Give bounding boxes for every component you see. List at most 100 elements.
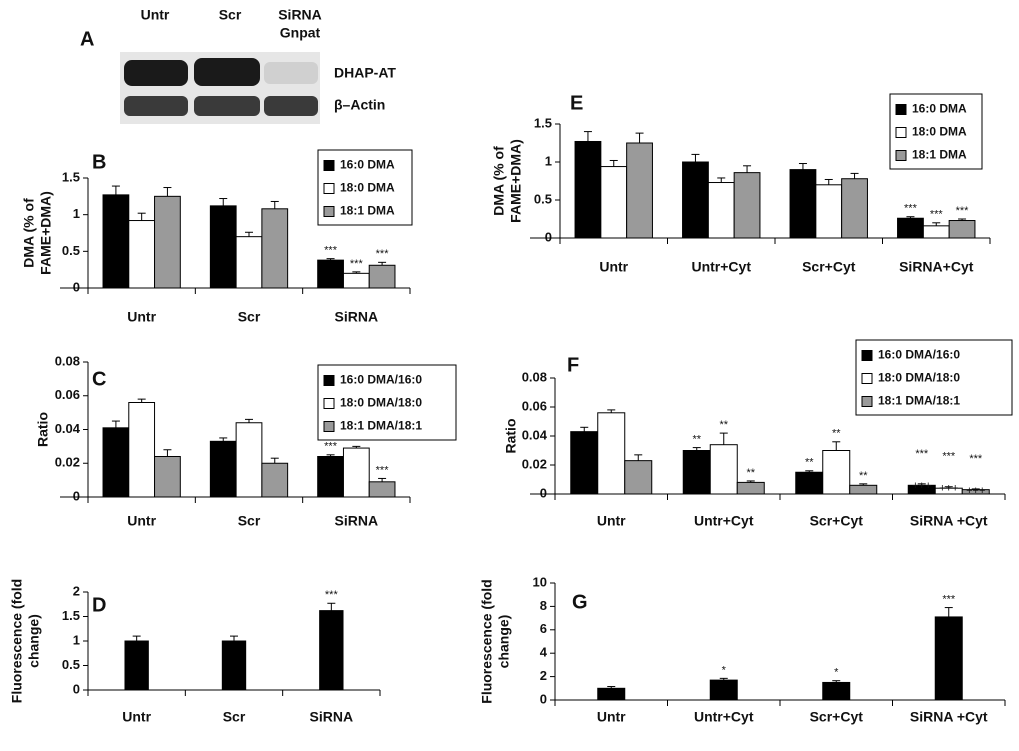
legend-swatch — [323, 160, 335, 171]
x-tick-label: SiRNA+Cyt — [899, 259, 974, 275]
bar — [342, 447, 370, 498]
y-tick-label: 0.06 — [522, 398, 547, 413]
y-tick-label: 8 — [540, 598, 547, 613]
y-tick-label: 0 — [540, 485, 547, 500]
x-tick-label: Scr — [238, 309, 261, 325]
x-tick-label: Untr — [127, 309, 156, 325]
x-tick-label: Scr — [238, 513, 261, 529]
bar — [948, 220, 976, 239]
bar — [368, 264, 396, 289]
y-axis-label: FAME+DMA) — [38, 191, 54, 275]
significance-label: *** — [324, 245, 338, 257]
legend-box — [317, 364, 457, 441]
y-axis-label: change) — [26, 614, 42, 668]
significance-label: ** — [832, 428, 841, 440]
y-tick-label: 0 — [73, 279, 80, 294]
lane-label: Gnpat — [280, 25, 321, 41]
significance-label: *** — [915, 448, 929, 460]
legend-swatch — [861, 350, 873, 361]
x-tick-label: SiRNA +Cyt — [910, 709, 988, 725]
bar — [574, 140, 602, 239]
significance-label: *** — [324, 441, 338, 453]
legend-label: 16:0 DMA — [912, 102, 967, 116]
x-tick-label: SiRNA — [335, 309, 379, 325]
y-tick-label: 0.5 — [62, 243, 80, 258]
significance-label: +++ — [966, 485, 985, 497]
bar — [235, 236, 263, 289]
legend-swatch — [895, 150, 907, 161]
significance-label: *** — [942, 451, 956, 463]
legend-swatch — [861, 373, 873, 384]
significance-label: ** — [719, 419, 728, 431]
significance-label: ** — [746, 467, 755, 479]
y-axis-label: Ratio — [503, 419, 519, 454]
significance-label: *** — [942, 593, 956, 605]
y-tick-label: 1.5 — [534, 115, 552, 130]
y-axis-label: change) — [496, 615, 512, 669]
legend-label: 18:0 DMA — [340, 181, 395, 195]
blot-band — [264, 62, 318, 84]
y-tick-label: 2 — [540, 668, 547, 683]
bar — [795, 471, 824, 495]
significance-label: *** — [350, 258, 364, 270]
bar — [822, 681, 851, 701]
lane-label: SiRNA — [278, 7, 322, 23]
panel-letter: B — [92, 151, 106, 173]
y-tick-label: 0.02 — [522, 456, 547, 471]
legend-swatch — [323, 398, 335, 409]
bar — [822, 450, 851, 495]
bar — [128, 402, 156, 498]
y-axis-label: Ratio — [35, 412, 51, 447]
legend-label: 16:0 DMA/16:0 — [878, 348, 960, 362]
bar — [128, 220, 156, 289]
x-tick-label: Untr — [122, 709, 151, 725]
lane-label: Scr — [219, 7, 242, 23]
legend-swatch — [895, 127, 907, 138]
y-tick-label: 0 — [73, 488, 80, 503]
y-axis-label: DMA (% of — [21, 198, 37, 268]
lane-label: Untr — [141, 7, 170, 23]
bar — [922, 225, 950, 239]
blot-band — [264, 96, 318, 116]
bar — [841, 178, 868, 239]
x-tick-label: Scr+Cyt — [810, 513, 864, 529]
y-tick-label: 0.02 — [55, 455, 80, 470]
legend-label: 16:0 DMA/16:0 — [340, 373, 422, 387]
y-axis-label: Fluorescence (fold — [9, 579, 25, 703]
bar — [235, 422, 263, 498]
x-tick-label: Scr+Cyt — [802, 259, 856, 275]
significance-label: ** — [859, 470, 868, 482]
panel-letter: A — [80, 28, 94, 50]
bar — [317, 456, 344, 498]
y-tick-label: 0.5 — [534, 191, 552, 206]
panel-letter: G — [572, 591, 588, 613]
bar — [221, 640, 247, 691]
legend-label: 16:0 DMA — [340, 158, 395, 172]
bar — [102, 427, 130, 498]
x-tick-label: SiRNA — [310, 709, 354, 725]
legend-swatch — [323, 206, 335, 217]
bar — [733, 172, 761, 239]
y-tick-label: 10 — [533, 574, 547, 589]
bar — [736, 481, 765, 495]
bar — [682, 450, 711, 495]
bar — [570, 431, 599, 495]
significance-label: *** — [904, 203, 918, 215]
bar — [154, 456, 181, 498]
y-tick-label: 0.08 — [55, 353, 80, 368]
row-label: β–Actin — [334, 97, 385, 113]
significance-label: * — [722, 664, 727, 676]
bar — [624, 460, 653, 495]
legend-label: 18:1 DMA/18:1 — [878, 394, 960, 408]
panel-letter: E — [570, 92, 583, 114]
y-tick-label: 0 — [73, 681, 80, 696]
significance-label: ** — [692, 434, 701, 446]
legend-swatch — [895, 104, 907, 115]
significance-label: * — [834, 667, 839, 679]
y-tick-label: 1 — [73, 632, 80, 647]
x-tick-label: Untr — [597, 513, 626, 529]
x-tick-label: Untr — [127, 513, 156, 529]
bar — [789, 169, 817, 239]
x-tick-label: Untr — [597, 709, 626, 725]
